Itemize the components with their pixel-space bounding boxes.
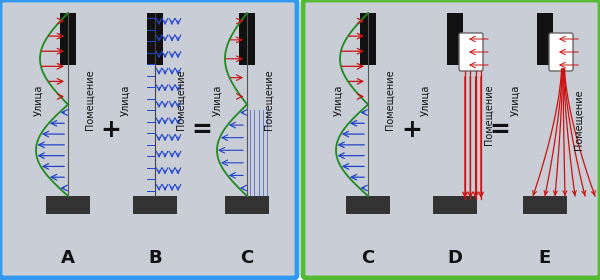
FancyBboxPatch shape <box>0 0 297 278</box>
Bar <box>46 196 90 214</box>
FancyBboxPatch shape <box>459 33 483 71</box>
Bar <box>225 196 269 214</box>
Text: B: B <box>148 249 162 267</box>
FancyBboxPatch shape <box>549 33 573 71</box>
Bar <box>147 13 163 65</box>
Bar <box>133 196 177 214</box>
Bar <box>239 13 255 65</box>
Text: Помещение: Помещение <box>385 70 395 130</box>
Bar <box>433 196 477 214</box>
Text: Улица: Улица <box>420 84 430 116</box>
Text: +: + <box>401 118 422 142</box>
Text: Помещение: Помещение <box>264 70 274 130</box>
Bar <box>346 196 390 214</box>
Text: Помещение: Помещение <box>85 70 95 130</box>
Text: A: A <box>61 249 75 267</box>
Bar <box>360 13 376 65</box>
Text: Улица: Улица <box>120 84 130 116</box>
Text: =: = <box>490 118 511 142</box>
Text: Улица: Улица <box>33 84 43 116</box>
FancyBboxPatch shape <box>303 0 600 278</box>
Text: Улица: Улица <box>510 84 520 116</box>
Bar <box>537 13 553 65</box>
Text: Помещение: Помещение <box>574 90 584 150</box>
Text: C: C <box>361 249 374 267</box>
Bar <box>447 13 463 65</box>
Text: =: = <box>191 118 212 142</box>
Text: Помещение: Помещение <box>484 85 494 145</box>
Text: D: D <box>448 249 463 267</box>
Text: Улица: Улица <box>333 84 343 116</box>
Text: Улица: Улица <box>212 84 222 116</box>
Text: Помещение: Помещение <box>176 70 186 130</box>
Bar <box>60 13 76 65</box>
Text: +: + <box>101 118 121 142</box>
Text: E: E <box>539 249 551 267</box>
Text: C: C <box>241 249 254 267</box>
Bar <box>523 196 567 214</box>
